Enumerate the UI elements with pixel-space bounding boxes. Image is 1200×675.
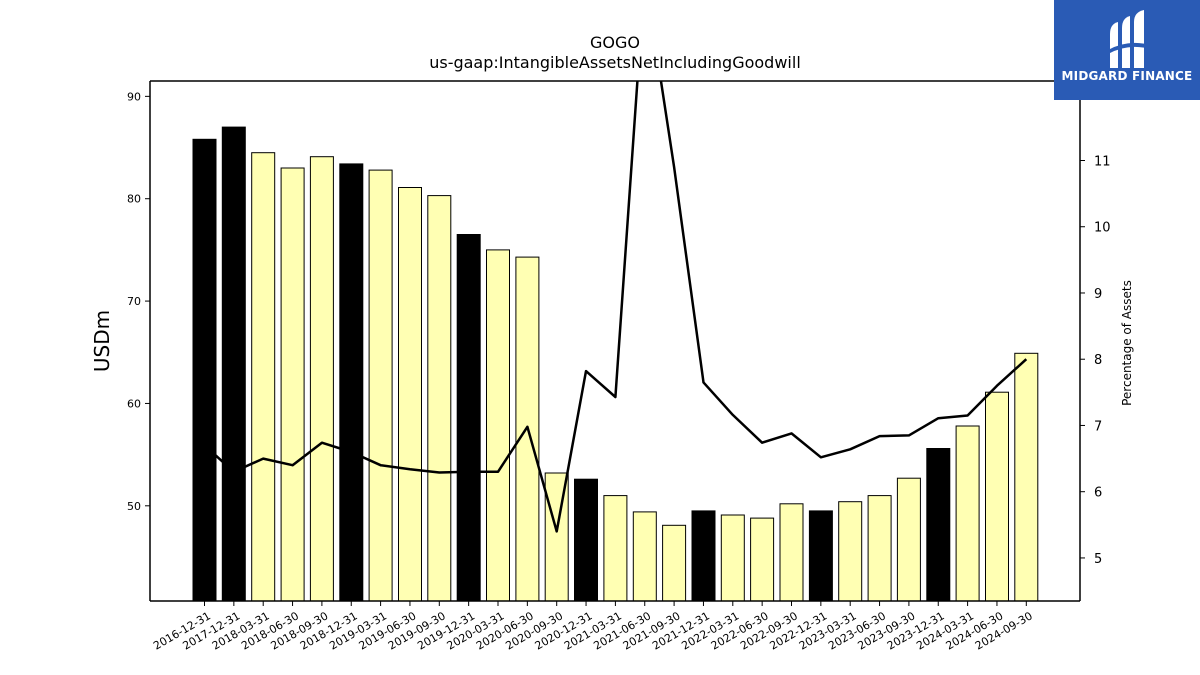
bar [398, 187, 422, 602]
bar [955, 425, 980, 602]
y-tick-label: 70 [127, 295, 141, 308]
y2-tick-label: 11 [1094, 154, 1111, 169]
y2-tick-label: 6 [1094, 486, 1102, 501]
y-tick-label: 90 [127, 90, 141, 103]
bar [750, 517, 775, 602]
bar [926, 448, 951, 602]
bar [838, 501, 863, 602]
y2-tick-label: 9 [1094, 287, 1102, 302]
bar [808, 510, 833, 602]
bar [603, 495, 628, 602]
y2-tick-label: 7 [1094, 419, 1102, 434]
bar [985, 391, 1009, 602]
bar [632, 511, 657, 602]
bar [691, 510, 716, 602]
y2-tick-label: 10 [1094, 221, 1111, 236]
bar [280, 167, 305, 602]
bar [896, 477, 921, 602]
bar [221, 126, 246, 602]
y-tick-label: 50 [127, 500, 141, 513]
bar [720, 514, 745, 602]
bar [486, 249, 510, 602]
bar [1014, 352, 1039, 602]
y2-axis-label: Percentage of Assets [1120, 280, 1134, 406]
bar [867, 495, 892, 602]
bar [427, 195, 452, 602]
y-tick-label: 60 [127, 397, 141, 410]
bar [192, 138, 217, 602]
series-line [203, 81, 1028, 533]
bar [779, 503, 804, 602]
bar [456, 234, 481, 602]
midgard-logo-icon [1108, 10, 1146, 68]
bar [574, 478, 598, 602]
bar [339, 163, 364, 602]
brand-logo: MIDGARD FINANCE [1054, 0, 1200, 100]
y-tick-label: 80 [127, 193, 141, 206]
bar [251, 152, 276, 602]
y-axis-label: USDm [90, 310, 114, 372]
chart-title: GOGO [590, 33, 640, 52]
brand-name: MIDGARD FINANCE [1061, 69, 1193, 83]
y2-tick-label: 8 [1094, 353, 1102, 368]
y2-tick-label: 5 [1094, 552, 1102, 567]
chart-subtitle: us-gaap:IntangibleAssetsNetIncludingGood… [429, 53, 801, 72]
bar [662, 524, 687, 602]
bar [368, 169, 393, 602]
bar [309, 156, 334, 602]
